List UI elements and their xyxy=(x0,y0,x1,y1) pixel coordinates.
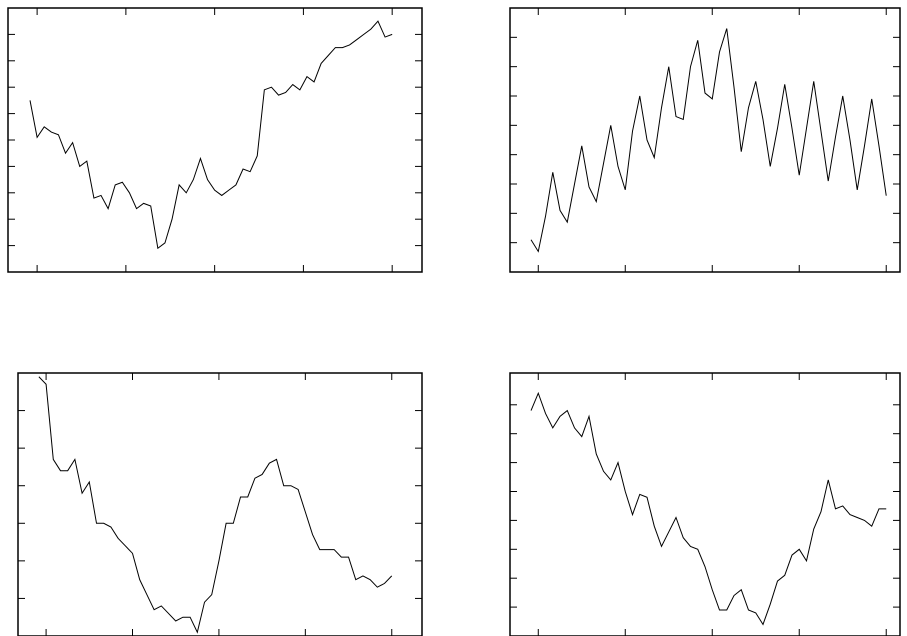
plot-frame xyxy=(509,7,901,273)
plot-frame xyxy=(509,372,901,636)
data-line xyxy=(530,391,887,626)
data-line xyxy=(38,376,393,634)
plot-frame xyxy=(7,7,423,273)
data-line xyxy=(29,20,393,250)
plot-frame xyxy=(17,372,423,636)
data-line xyxy=(530,28,887,253)
